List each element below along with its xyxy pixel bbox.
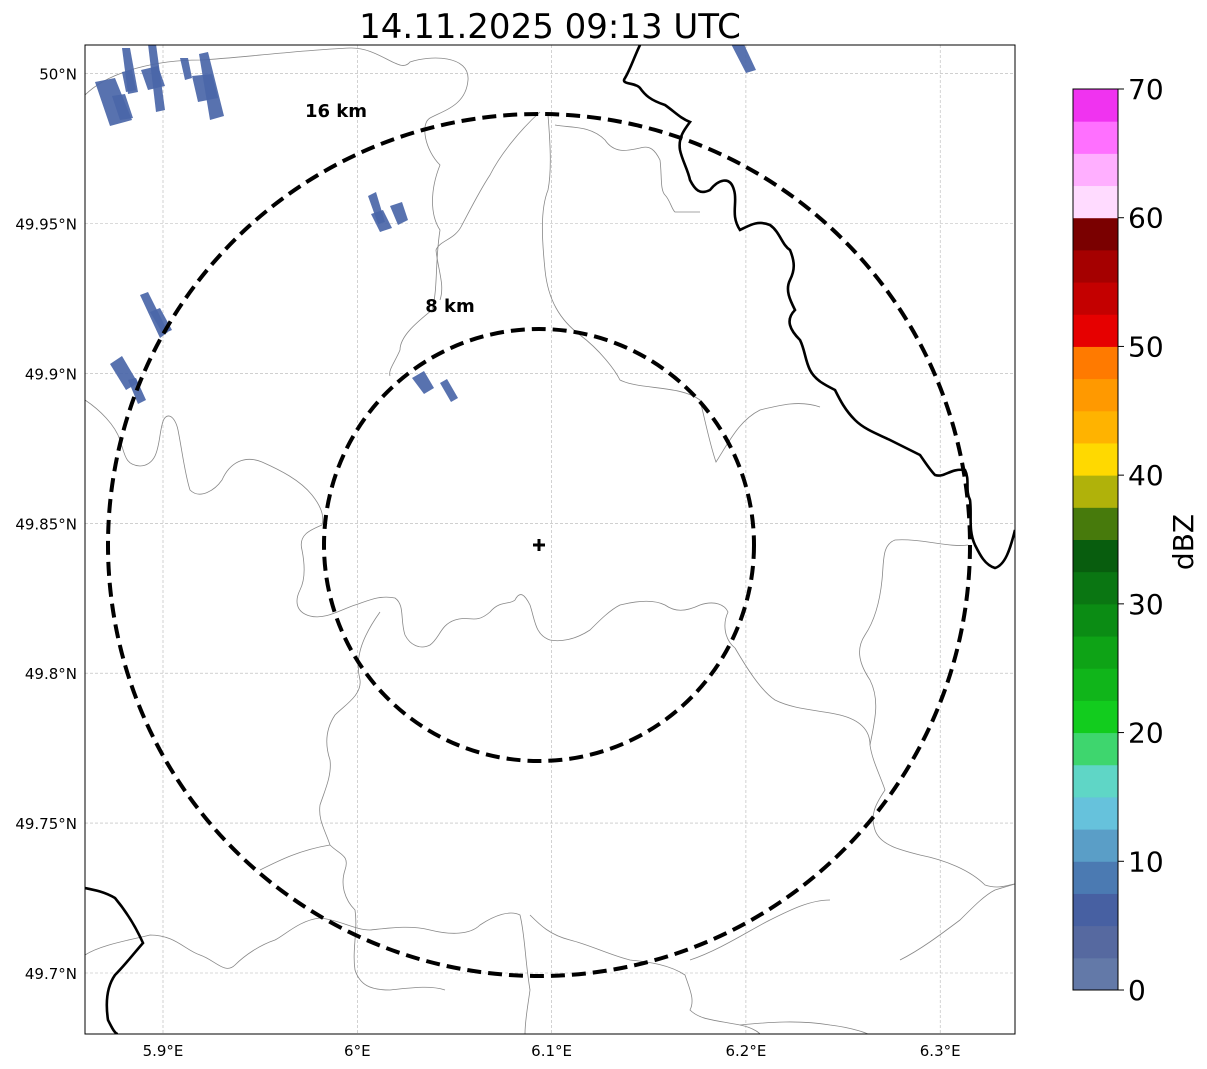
figure-title: 14.11.2025 09:13 UTC xyxy=(359,7,741,47)
echo-cluster-northwest xyxy=(95,45,224,126)
colorbar-segment xyxy=(1073,925,1118,959)
range-rings xyxy=(106,112,972,978)
echo-cluster-west xyxy=(110,292,172,404)
lon-tick-label: 5.9°E xyxy=(143,1042,184,1060)
map-panel: 16 km 8 km 5.9°E 6°E 6.1°E 6.2°E 6.3°E 49.7°… xyxy=(15,44,1016,1060)
colorbar-label: dBZ xyxy=(1167,514,1200,570)
colorbar-segment xyxy=(1073,603,1118,637)
lon-tick-label: 6.3°E xyxy=(920,1042,961,1060)
longitude-tick-labels: 5.9°E 6°E 6.1°E 6.2°E 6.3°E xyxy=(143,1042,961,1060)
colorbar-tick-labels: 0 10 20 30 40 50 60 70 xyxy=(1118,73,1164,1007)
colorbar-segment xyxy=(1073,185,1118,219)
range-ring-8km xyxy=(322,327,756,763)
lat-tick-label: 49.8°N xyxy=(25,665,77,683)
colorbar-segment xyxy=(1073,217,1118,251)
colorbar-frame xyxy=(1072,88,1119,991)
regional-borders xyxy=(85,47,1015,1034)
colorbar-segment xyxy=(1073,700,1118,734)
colorbar-tick-label: 30 xyxy=(1128,588,1164,621)
lat-tick-label: 50°N xyxy=(39,66,77,84)
colorbar-tick-label: 0 xyxy=(1128,974,1146,1007)
colorbar-segment xyxy=(1073,121,1118,154)
lon-tick-label: 6.1°E xyxy=(531,1042,572,1060)
lat-tick-label: 49.75°N xyxy=(15,815,77,833)
colorbar-segment xyxy=(1073,539,1118,573)
colorbar-tick-label: 20 xyxy=(1128,717,1164,750)
range-ring-label-8km: 8 km xyxy=(425,296,475,317)
colorbar-segment xyxy=(1073,282,1118,315)
range-ring-label-16km: 16 km xyxy=(305,101,367,122)
colorbar-segment xyxy=(1073,153,1118,187)
lat-tick-label: 49.85°N xyxy=(15,515,77,533)
radar-site-marker xyxy=(533,539,545,551)
colorbar-segment xyxy=(1073,957,1118,991)
map-frame xyxy=(84,44,1016,1035)
range-ring-16km xyxy=(106,112,972,978)
colorbar-segment xyxy=(1073,475,1118,508)
colorbar-segment xyxy=(1073,893,1118,927)
lon-tick-label: 6.2°E xyxy=(725,1042,766,1060)
colorbar-segment xyxy=(1073,636,1118,669)
colorbar-segment xyxy=(1073,829,1118,862)
colorbar-segment xyxy=(1073,668,1118,701)
colorbar-segment xyxy=(1073,346,1118,380)
colorbar-tick-label: 40 xyxy=(1128,459,1164,492)
colorbar-segment xyxy=(1073,764,1118,798)
map-gridlines xyxy=(85,45,1015,1034)
lon-tick-label: 6°E xyxy=(344,1042,371,1060)
colorbar-tick-label: 10 xyxy=(1128,845,1164,878)
colorbar-segment xyxy=(1073,314,1118,347)
colorbar-segment xyxy=(1073,378,1118,412)
colorbar-segment xyxy=(1073,507,1118,540)
latitude-tick-labels: 49.7°N 49.75°N 49.8°N 49.85°N 49.9°N 49.95°N 5… xyxy=(15,66,77,983)
colorbar-segment xyxy=(1073,571,1118,605)
lat-tick-label: 49.7°N xyxy=(25,965,77,983)
colorbar: 0 10 20 30 40 50 60 70 dBZ xyxy=(1072,73,1200,1007)
colorbar-segments xyxy=(1073,89,1118,991)
map-background xyxy=(85,45,1015,1034)
colorbar-segment xyxy=(1073,732,1118,766)
colorbar-segment xyxy=(1073,796,1118,830)
echo-cluster-north xyxy=(368,192,408,232)
colorbar-segment xyxy=(1073,410,1118,444)
echo-cluster-center xyxy=(412,371,458,402)
lat-tick-label: 49.95°N xyxy=(15,216,77,234)
radar-echoes xyxy=(95,45,756,404)
echo-cluster-northeast xyxy=(731,45,756,73)
colorbar-tick-label: 50 xyxy=(1128,330,1164,363)
colorbar-segment xyxy=(1073,861,1118,894)
colorbar-segment xyxy=(1073,89,1118,122)
colorbar-segment xyxy=(1073,249,1118,283)
colorbar-segment xyxy=(1073,442,1118,476)
colorbar-tick-label: 60 xyxy=(1128,202,1164,235)
colorbar-tick-label: 70 xyxy=(1128,73,1164,106)
lat-tick-label: 49.9°N xyxy=(25,365,77,383)
